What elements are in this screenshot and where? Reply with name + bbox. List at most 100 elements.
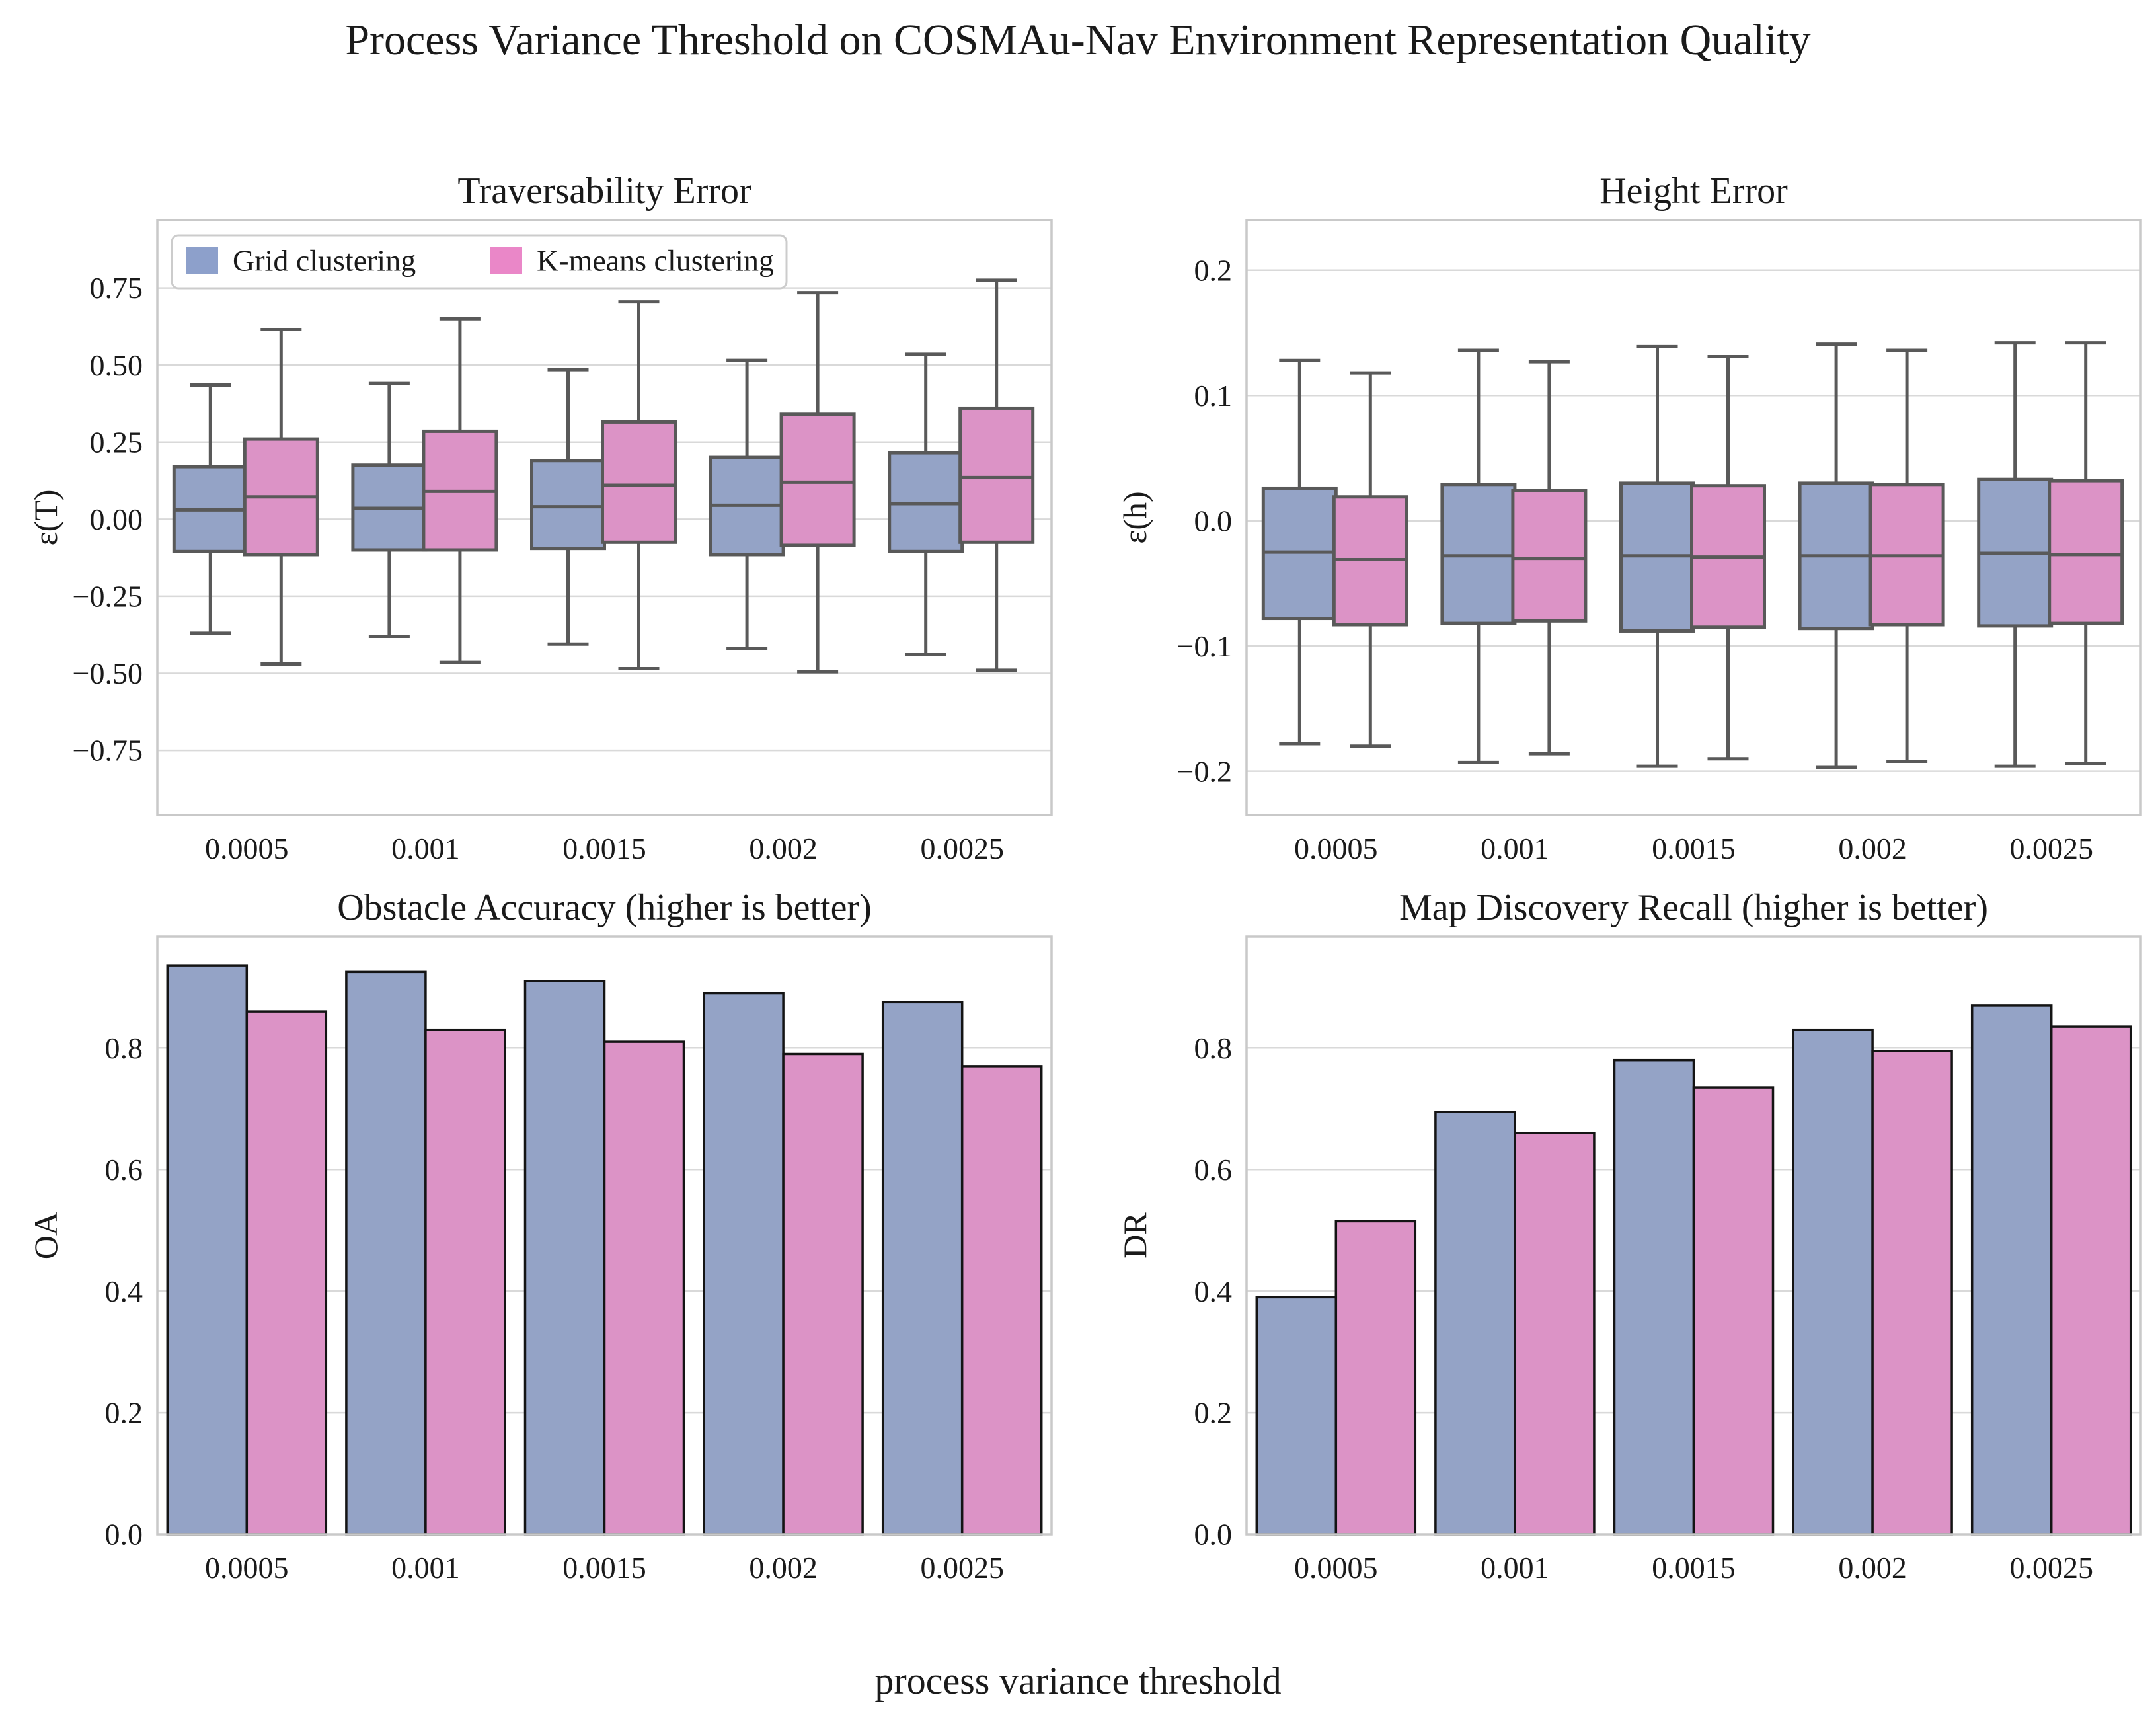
axes-spines bbox=[156, 219, 1053, 816]
box-k-means-clustering-0.0015 bbox=[1690, 355, 1766, 761]
y-tick-label: 0.4 bbox=[105, 1275, 143, 1308]
bar-grid-clustering-0.002 bbox=[703, 992, 785, 1536]
x-tick-label: 0.0015 bbox=[1652, 1551, 1736, 1585]
barchart-map-discovery-recall-higher-is-better: 0.0 0.2 0.4 0.6 0.8 0.0005 0.001 0.0015 0.002 0.0… bbox=[1116, 887, 2142, 1585]
y-tick-label: 0.0 bbox=[1194, 1518, 1233, 1551]
y-tick-label: 0.6 bbox=[1194, 1153, 1233, 1187]
bar-k-means-clustering-0.0005 bbox=[245, 1010, 328, 1536]
shared-x-axis-label: process variance threshold bbox=[874, 1659, 1281, 1702]
x-tick-label: 0.002 bbox=[749, 1551, 818, 1585]
y-axis-label: ε(T) bbox=[27, 490, 64, 546]
x-tick-label: 0.002 bbox=[1838, 832, 1907, 865]
bar-k-means-clustering-0.0025 bbox=[2050, 1025, 2132, 1536]
bar-k-means-clustering-0.001 bbox=[424, 1028, 506, 1536]
box-k-means-clustering-0.0005 bbox=[243, 328, 319, 666]
y-axis-label: ε(h) bbox=[1116, 491, 1153, 543]
x-tick-label: 0.0005 bbox=[1294, 1551, 1378, 1585]
x-tick-label: 0.0005 bbox=[1294, 832, 1378, 865]
bar-k-means-clustering-0.002 bbox=[1871, 1050, 1953, 1536]
y-tick-label: 0.25 bbox=[90, 425, 143, 459]
x-tick-label: 0.001 bbox=[1481, 832, 1549, 865]
box-k-means-clustering-0.0015 bbox=[601, 300, 677, 670]
box-grid-clustering-0.0025 bbox=[888, 352, 964, 657]
y-tick-label: −0.2 bbox=[1177, 754, 1232, 788]
y-tick-label: 0.6 bbox=[105, 1153, 143, 1187]
axes-spines bbox=[1245, 935, 2142, 1536]
x-tick-label: 0.0025 bbox=[2009, 832, 2093, 865]
legend: Grid clustering K-means clustering bbox=[171, 234, 788, 290]
y-tick-label: 0.50 bbox=[90, 348, 143, 382]
x-tick-label: 0.0015 bbox=[562, 832, 646, 865]
legend-swatch-grid-clustering bbox=[186, 247, 218, 274]
box-k-means-clustering-0.001 bbox=[422, 317, 498, 664]
y-tick-label: 0.8 bbox=[1194, 1031, 1233, 1065]
axes-spines bbox=[156, 935, 1053, 1536]
bar-grid-clustering-0.0025 bbox=[881, 1001, 964, 1536]
boxplot-height-error: 0.2 0.1 0.0 −0.1 −0.2 0.0005 0.001 0.0015 0.002 0… bbox=[1116, 171, 2142, 865]
legend-frame bbox=[171, 234, 788, 290]
x-tick-label: 0.0015 bbox=[562, 1551, 646, 1585]
y-axis-label: OA bbox=[27, 1212, 64, 1259]
y-tick-label: 0.2 bbox=[1194, 1396, 1233, 1430]
y-axis-label: DR bbox=[1116, 1212, 1153, 1259]
x-tick-label: 0.0025 bbox=[2009, 1551, 2093, 1585]
box-k-means-clustering-0.001 bbox=[1511, 360, 1588, 756]
y-tick-label: 0.00 bbox=[90, 502, 143, 536]
box-body bbox=[958, 406, 1035, 544]
subplots-group: 0.750.500.250.00−0.25−0.50−0.750.0005 0.0… bbox=[27, 171, 2142, 1585]
x-tick-label: 0.0015 bbox=[1652, 832, 1736, 865]
x-tick-label: 0.001 bbox=[391, 832, 460, 865]
bar-grid-clustering-0.0005 bbox=[1255, 1296, 1338, 1536]
x-tick-label: 0.002 bbox=[749, 832, 818, 865]
y-tick-label: 0.2 bbox=[105, 1396, 143, 1430]
bar-grid-clustering-0.001 bbox=[345, 970, 427, 1536]
y-tick-label: 0.4 bbox=[1194, 1275, 1233, 1308]
box-grid-clustering-0.0015 bbox=[1619, 344, 1695, 768]
boxplot-traversability-error: 0.75 0.50 0.25 0.00 −0.25 −0.50 −0.75 0.0005 0.0… bbox=[27, 171, 1053, 865]
barchart-obstacle-accuracy-higher-is-better: 0.0 0.2 0.4 0.6 0.8 0.0005 0.001 0.0015 0.002 0.0… bbox=[27, 887, 1053, 1585]
x-tick-label: 0.0025 bbox=[920, 1551, 1004, 1585]
bar-k-means-clustering-0.0015 bbox=[1692, 1086, 1775, 1536]
box-k-means-clustering-0.002 bbox=[1868, 348, 1945, 764]
subplot-title: Traversability Error bbox=[457, 171, 751, 212]
bar-grid-clustering-0.0015 bbox=[523, 980, 606, 1536]
legend-label-k-means-clustering: K-means clustering bbox=[537, 244, 774, 278]
bar-grid-clustering-0.0015 bbox=[1613, 1058, 1695, 1536]
bar-grid-clustering-0.0005 bbox=[166, 964, 249, 1536]
bar-k-means-clustering-0.0005 bbox=[1334, 1220, 1417, 1536]
box-body bbox=[1440, 483, 1517, 625]
y-tick-label: −0.25 bbox=[73, 580, 143, 613]
bar-grid-clustering-0.001 bbox=[1434, 1111, 1516, 1536]
box-k-means-clustering-0.0025 bbox=[958, 278, 1035, 672]
bar-k-means-clustering-0.001 bbox=[1514, 1132, 1596, 1536]
subplot-title: Map Discovery Recall (higher is better) bbox=[1399, 887, 1988, 928]
box-body bbox=[530, 459, 606, 551]
y-tick-label: 0.75 bbox=[90, 271, 143, 305]
figure-title: Process Variance Threshold on COSMAu-Nav… bbox=[345, 16, 1810, 64]
box-grid-clustering-0.0015 bbox=[530, 368, 606, 646]
bar-k-means-clustering-0.002 bbox=[782, 1052, 864, 1536]
y-tick-label: −0.1 bbox=[1177, 629, 1232, 663]
box-grid-clustering-0.002 bbox=[1798, 342, 1874, 769]
bar-k-means-clustering-0.0025 bbox=[960, 1065, 1043, 1536]
y-tick-label: 0.8 bbox=[105, 1031, 143, 1065]
box-k-means-clustering-0.0025 bbox=[2048, 341, 2124, 765]
x-tick-label: 0.001 bbox=[391, 1551, 460, 1585]
x-tick-label: 0.0005 bbox=[205, 1551, 289, 1585]
box-body bbox=[779, 412, 856, 547]
y-tick-label: −0.75 bbox=[73, 734, 143, 767]
box-body bbox=[601, 420, 677, 544]
y-tick-label: 0.1 bbox=[1194, 379, 1233, 412]
subplot-title: Height Error bbox=[1599, 171, 1788, 212]
y-tick-label: 0.0 bbox=[105, 1518, 143, 1551]
x-tick-label: 0.0025 bbox=[920, 832, 1004, 865]
x-tick-label: 0.001 bbox=[1481, 1551, 1549, 1585]
y-tick-label: 0.2 bbox=[1194, 253, 1233, 287]
box-grid-clustering-0.002 bbox=[709, 358, 785, 650]
bar-k-means-clustering-0.0015 bbox=[603, 1040, 685, 1536]
legend-swatch-k-means-clustering bbox=[490, 247, 522, 274]
bar-grid-clustering-0.002 bbox=[1792, 1028, 1874, 1536]
subplot-title: Obstacle Accuracy (higher is better) bbox=[337, 887, 872, 928]
